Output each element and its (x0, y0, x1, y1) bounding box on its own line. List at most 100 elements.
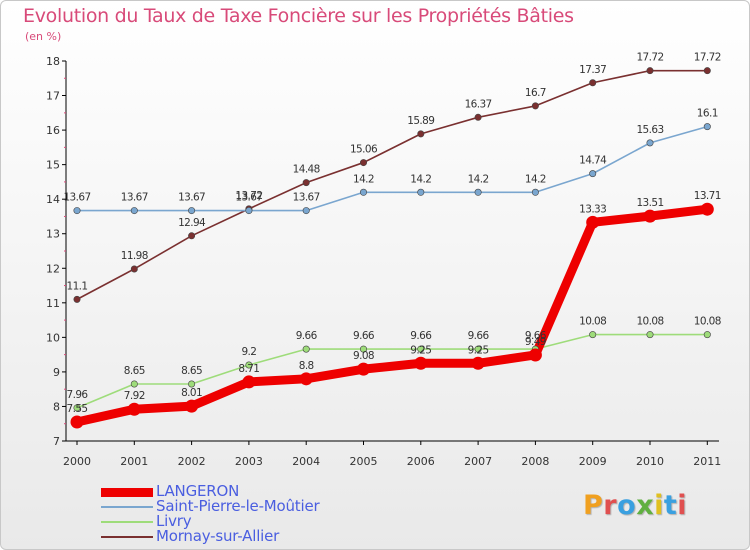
data-point (589, 170, 597, 178)
data-label: 9.66 (525, 330, 547, 342)
legend-item: Mornay-sur-Allier (101, 527, 361, 545)
data-label: 13.67 (178, 192, 205, 204)
data-label: 16.1 (697, 108, 718, 120)
y-tick-label: 9 (53, 366, 60, 379)
data-label: 9.49 (525, 336, 546, 348)
data-label: 9.08 (353, 350, 374, 362)
data-label: 9.25 (468, 344, 489, 356)
data-label: 15.89 (407, 115, 434, 127)
data-point (703, 123, 711, 131)
data-point (130, 207, 138, 215)
data-point (357, 362, 370, 376)
data-point (245, 361, 253, 369)
data-label: 8.65 (181, 365, 202, 377)
logo-letter: i (654, 490, 664, 521)
logo-letter: o (617, 490, 637, 521)
data-point (73, 207, 81, 215)
data-point (302, 179, 310, 187)
data-label: 16.7 (525, 87, 546, 99)
data-label: 11.98 (121, 250, 148, 262)
data-point (703, 331, 711, 339)
data-label: 14.2 (525, 173, 546, 185)
data-label: 13.67 (293, 192, 320, 204)
data-point (245, 207, 253, 215)
data-point (586, 215, 600, 229)
data-label: 17.72 (694, 52, 721, 64)
chart-axes: 7 8 9 10 11 12 13 14 15 16 17 18 2000 2001 2002 2003 200… (46, 55, 721, 468)
data-label: 15.06 (350, 144, 378, 156)
logo-letter: x (636, 490, 655, 521)
data-label: 9.66 (353, 330, 375, 342)
series-line-0 (72, 204, 712, 427)
data-label: 14.2 (468, 173, 489, 185)
data-label: 16.37 (465, 98, 492, 110)
data-point (188, 207, 196, 215)
legend-item: Saint-Pierre-le-Moûtier (101, 497, 361, 515)
data-label: 13.67 (63, 192, 90, 204)
data-point (528, 348, 542, 362)
y-tick-label: 11 (46, 297, 60, 310)
data-point (302, 345, 310, 353)
data-label: 13.33 (579, 203, 606, 215)
x-tick-label: 2001 (120, 455, 148, 468)
data-point (359, 345, 367, 353)
logo-letter: i (677, 490, 688, 521)
data-label: 9.25 (410, 344, 431, 356)
data-label: 8.01 (181, 387, 202, 399)
data-point (474, 113, 482, 121)
chart-subtitle: (en %) (25, 30, 62, 43)
y-tick-label: 8 (53, 400, 60, 413)
data-point (359, 159, 367, 167)
x-tick-label: 2009 (579, 455, 607, 468)
y-tick-label: 18 (46, 55, 60, 68)
data-label: 7.55 (67, 403, 88, 415)
x-tick-label: 2007 (464, 455, 492, 468)
data-point (130, 265, 138, 273)
legend-swatch (101, 521, 153, 523)
data-point (359, 188, 367, 196)
data-label: 9.66 (296, 330, 318, 342)
x-tick-label: 2006 (407, 455, 435, 468)
data-point (646, 67, 654, 75)
data-label: 17.72 (636, 52, 663, 64)
x-tick-label: 2003 (235, 455, 263, 468)
data-label: 14.74 (579, 155, 607, 167)
data-point (417, 130, 425, 138)
data-label: 8.8 (299, 360, 314, 372)
data-label: 9.2 (241, 346, 256, 358)
y-tick-label: 12 (46, 262, 60, 275)
data-point (417, 345, 425, 353)
legend-swatch (101, 536, 153, 538)
x-tick-label: 2005 (350, 455, 378, 468)
legend-swatch (101, 487, 153, 497)
data-label: 14.48 (293, 164, 320, 176)
x-tick-label: 2011 (693, 455, 721, 468)
data-label: 12.94 (178, 217, 206, 229)
proxiti-logo: Proxiti (583, 490, 687, 521)
data-point (73, 295, 81, 303)
data-point (643, 209, 657, 223)
chart-series (72, 69, 712, 427)
x-tick-label: 2010 (636, 455, 664, 468)
y-tick-label: 16 (46, 124, 60, 137)
data-label: 14.2 (410, 173, 431, 185)
data-point (414, 356, 428, 370)
data-point (646, 139, 654, 147)
y-tick-label: 17 (46, 90, 60, 103)
data-point (70, 415, 84, 429)
data-point (589, 79, 597, 87)
data-point (700, 202, 714, 216)
data-point (73, 404, 81, 412)
x-tick-label: 2004 (292, 455, 320, 468)
data-label: 10.08 (636, 316, 663, 328)
y-tick-label: 10 (46, 331, 60, 344)
x-tick-label: 2008 (521, 455, 549, 468)
data-label: 9.66 (468, 330, 490, 342)
chart-points (70, 67, 714, 429)
legend-swatch (101, 506, 153, 508)
data-point (130, 380, 138, 388)
series-line-2 (76, 333, 709, 409)
data-point (471, 356, 485, 370)
data-point (474, 345, 482, 353)
